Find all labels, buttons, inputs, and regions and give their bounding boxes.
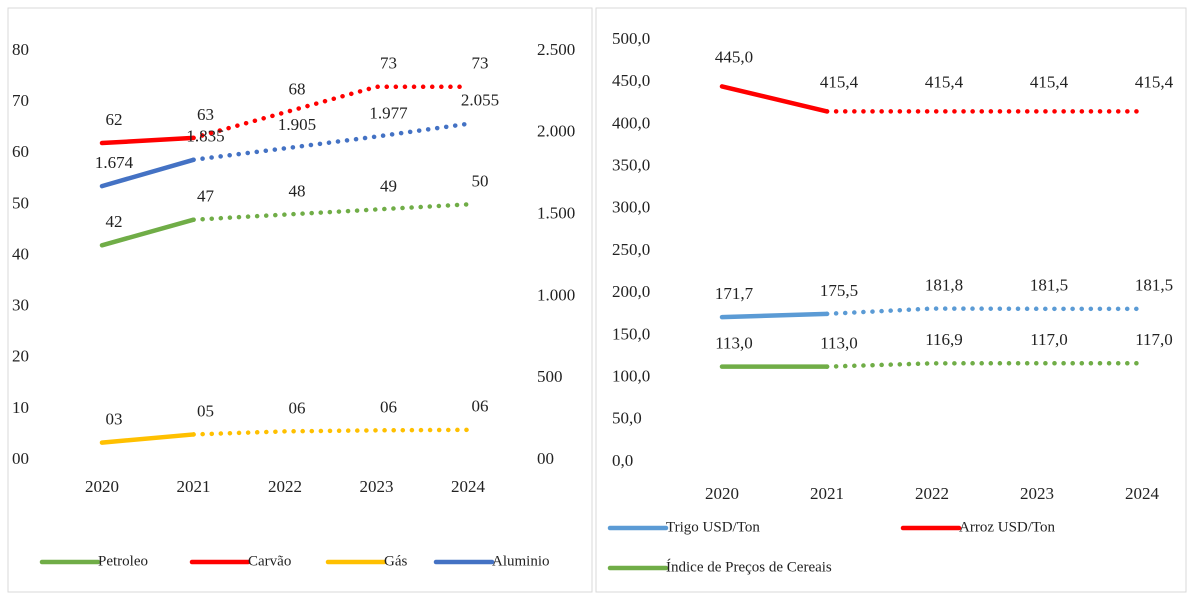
data-label: 181,5 — [1135, 276, 1173, 295]
data-label: 06 — [380, 397, 397, 416]
y-tick-label: 0,0 — [612, 451, 633, 470]
series-line — [99, 135, 196, 146]
forecast-line — [824, 361, 1145, 369]
y-tick-label: 40 — [12, 244, 29, 263]
legend-label: Arroz USD/Ton — [959, 519, 1056, 535]
y-tick-label: 00 — [12, 449, 29, 468]
data-label: 42 — [106, 212, 123, 231]
y-tick-label: 20 — [12, 347, 29, 366]
y-tick-label: 350,0 — [612, 156, 650, 175]
y2-tick-label: 500 — [537, 367, 563, 386]
x-tick-label: 2022 — [915, 484, 949, 503]
data-label: 175,5 — [820, 281, 858, 300]
series-line — [99, 157, 196, 189]
data-label: 50 — [472, 171, 489, 190]
data-label: 03 — [106, 410, 123, 429]
y2-tick-label: 1.500 — [537, 204, 575, 223]
data-label: 415,4 — [820, 72, 859, 91]
data-label: 117,0 — [1135, 330, 1173, 349]
y-tick-label: 150,0 — [612, 324, 650, 343]
y-tick-label: 10 — [12, 398, 29, 417]
data-label: 445,0 — [715, 47, 753, 66]
y-tick-label: 300,0 — [612, 198, 650, 217]
y-tick-label: 70 — [12, 91, 29, 110]
data-label: 06 — [472, 397, 489, 416]
data-label: 171,7 — [715, 284, 754, 303]
x-tick-label: 2021 — [810, 484, 844, 503]
data-label: 47 — [197, 187, 215, 206]
data-label: 49 — [380, 176, 397, 195]
y-tick-label: 100,0 — [612, 367, 650, 386]
data-label: 48 — [289, 182, 306, 201]
x-tick-label: 2024 — [1125, 484, 1160, 503]
forecast-line — [191, 202, 471, 222]
data-label: 05 — [197, 401, 214, 420]
forecast-line — [191, 427, 471, 437]
data-label: 1.835 — [186, 127, 224, 146]
data-label: 68 — [289, 79, 306, 98]
data-label: 73 — [472, 54, 489, 73]
data-label: 113,0 — [820, 334, 858, 353]
y-tick-label: 200,0 — [612, 282, 650, 301]
series-line — [719, 84, 830, 114]
legend-label: Carvão — [248, 553, 291, 569]
data-label: 1.674 — [95, 153, 134, 172]
y-tick-label: 50 — [12, 193, 29, 212]
data-label: 181,5 — [1030, 276, 1068, 295]
data-label: 1.905 — [278, 115, 316, 134]
data-label: 181,8 — [925, 275, 963, 294]
forecast-line — [824, 306, 1145, 317]
data-label: 63 — [197, 105, 214, 124]
series-line — [99, 217, 196, 248]
x-tick-label: 2020 — [705, 484, 739, 503]
data-label: 113,0 — [715, 334, 753, 353]
data-label: 116,9 — [925, 330, 963, 349]
data-label: 415,4 — [1030, 72, 1069, 91]
y-tick-label: 500,0 — [612, 29, 650, 48]
data-label: 1.977 — [369, 103, 408, 122]
data-label: 06 — [289, 398, 306, 417]
y-tick-label: 450,0 — [612, 71, 650, 90]
y-tick-label: 250,0 — [612, 240, 650, 259]
legend-label: Petroleo — [98, 553, 148, 569]
y2-tick-label: 00 — [537, 449, 554, 468]
series-line — [719, 311, 830, 320]
y2-tick-label: 1.000 — [537, 285, 575, 304]
x-tick-label: 2022 — [268, 477, 302, 496]
legend-label: Aluminio — [492, 553, 550, 569]
x-tick-label: 2023 — [360, 477, 394, 496]
panel-border — [595, 7, 1187, 593]
x-tick-label: 2024 — [451, 477, 486, 496]
y2-tick-label: 2.500 — [537, 40, 575, 59]
panel-border — [7, 7, 593, 593]
x-tick-label: 2023 — [1020, 484, 1054, 503]
legend-label: Índice de Preços de Cereais — [666, 558, 832, 575]
series-line — [99, 432, 196, 445]
legend-label: Gás — [384, 553, 407, 569]
data-label: 117,0 — [1030, 330, 1068, 349]
y2-tick-label: 2.000 — [537, 122, 575, 141]
y-tick-label: 50,0 — [612, 409, 642, 428]
legend-label: Trigo USD/Ton — [666, 519, 760, 535]
data-label: 415,4 — [1135, 72, 1174, 91]
forecast-line — [191, 121, 471, 163]
data-label: 62 — [106, 110, 123, 129]
x-tick-label: 2021 — [177, 477, 211, 496]
data-label: 415,4 — [925, 72, 964, 91]
y-tick-label: 80 — [12, 40, 29, 59]
y-tick-label: 30 — [12, 296, 29, 315]
y-tick-label: 60 — [12, 142, 29, 161]
data-label: 73 — [380, 54, 397, 73]
x-tick-label: 2020 — [85, 477, 119, 496]
data-label: 2.055 — [461, 91, 499, 110]
y-tick-label: 400,0 — [612, 113, 650, 132]
forecast-line — [191, 84, 471, 141]
